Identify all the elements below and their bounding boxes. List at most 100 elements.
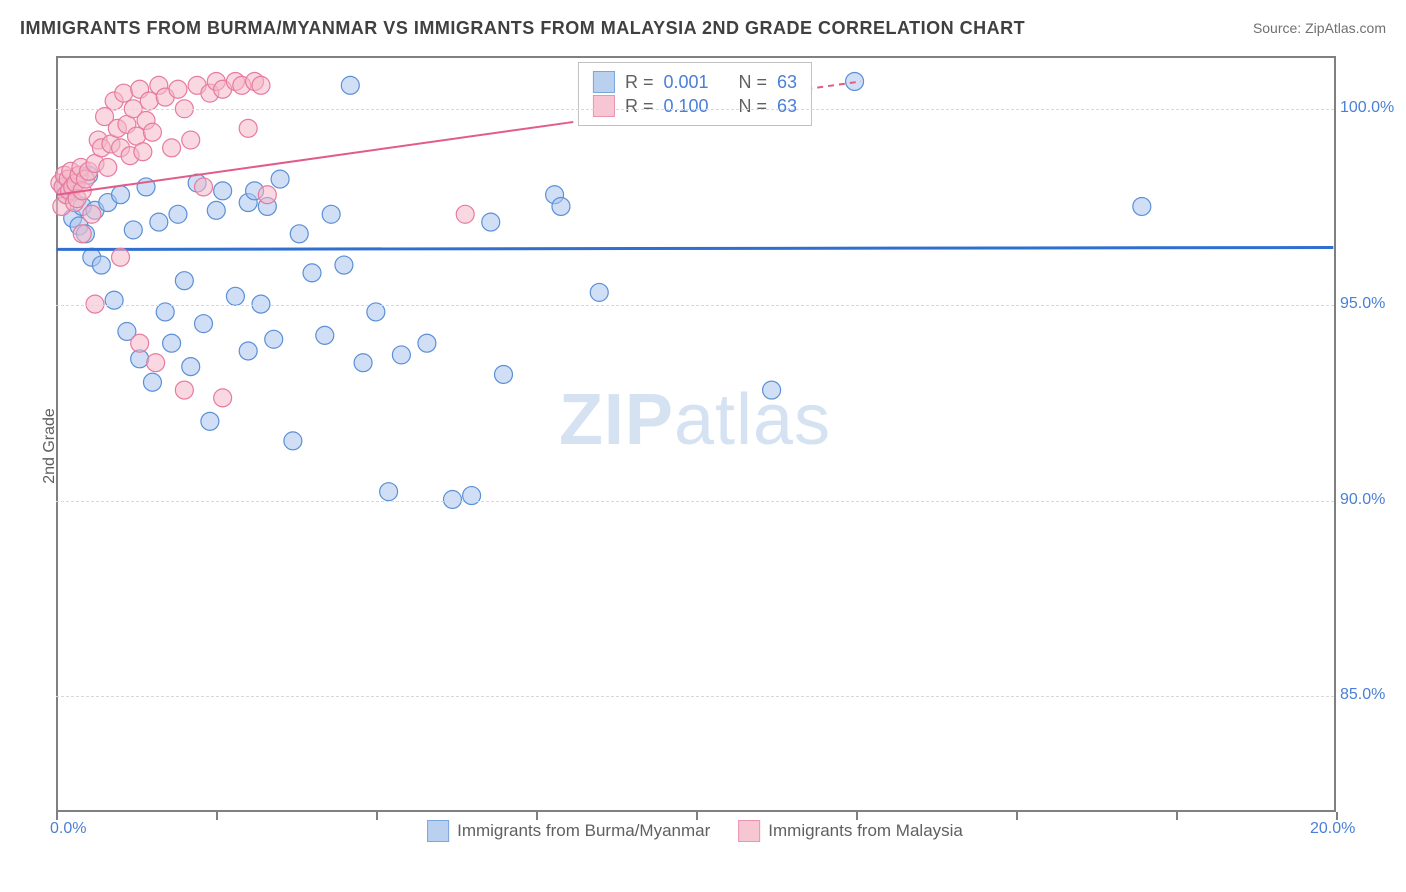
- scatter-point: [140, 92, 158, 110]
- scatter-point: [124, 221, 142, 239]
- scatter-point: [169, 80, 187, 98]
- x-tick-label: 20.0%: [1310, 820, 1355, 838]
- legend-item-malaysia: Immigrants from Malaysia: [738, 820, 963, 842]
- scatter-point: [112, 186, 130, 204]
- swatch-burma: [593, 71, 615, 93]
- scatter-point: [214, 389, 232, 407]
- gridline: [56, 305, 1334, 306]
- scatter-point: [147, 354, 165, 372]
- x-tick-label: 0.0%: [50, 820, 86, 838]
- scatter-point: [258, 186, 276, 204]
- scatter-point: [303, 264, 321, 282]
- scatter-point: [163, 139, 181, 157]
- scatter-point: [252, 76, 270, 94]
- scatter-point: [418, 334, 436, 352]
- scatter-point: [341, 76, 359, 94]
- scatter-point: [380, 483, 398, 501]
- x-tick: [1016, 812, 1018, 820]
- x-tick: [56, 812, 58, 820]
- scatter-point: [175, 272, 193, 290]
- scatter-point: [316, 326, 334, 344]
- scatter-point: [482, 213, 500, 231]
- gridline: [56, 696, 1334, 697]
- series-name-burma: Immigrants from Burma/Myanmar: [457, 821, 710, 841]
- scatter-point: [150, 213, 168, 231]
- x-tick: [376, 812, 378, 820]
- scatter-point: [265, 330, 283, 348]
- n-value-malaysia: 63: [777, 96, 797, 117]
- y-tick-label: 100.0%: [1340, 99, 1396, 117]
- chart-title: IMMIGRANTS FROM BURMA/MYANMAR VS IMMIGRA…: [20, 18, 1025, 39]
- scatter-point: [354, 354, 372, 372]
- scatter-point: [83, 205, 101, 223]
- x-tick: [856, 812, 858, 820]
- x-tick: [536, 812, 538, 820]
- scatter-svg: [56, 58, 1334, 812]
- r-value-burma: 0.001: [663, 72, 708, 93]
- series-legend: Immigrants from Burma/Myanmar Immigrants…: [427, 820, 963, 842]
- chart-container: IMMIGRANTS FROM BURMA/MYANMAR VS IMMIGRA…: [0, 0, 1406, 892]
- scatter-point: [201, 412, 219, 430]
- scatter-point: [195, 178, 213, 196]
- scatter-point: [131, 334, 149, 352]
- scatter-point: [463, 487, 481, 505]
- scatter-point: [239, 342, 257, 360]
- y-tick-label: 85.0%: [1340, 686, 1396, 704]
- scatter-point: [105, 291, 123, 309]
- scatter-point: [335, 256, 353, 274]
- r-label: R =: [625, 72, 654, 93]
- scatter-point: [495, 365, 513, 383]
- x-tick: [216, 812, 218, 820]
- n-label: N =: [739, 96, 768, 117]
- swatch-malaysia: [593, 95, 615, 117]
- y-tick-label: 95.0%: [1340, 295, 1396, 313]
- scatter-point: [590, 283, 608, 301]
- scatter-point: [552, 197, 570, 215]
- scatter-point: [182, 131, 200, 149]
- gridline: [56, 109, 1334, 110]
- n-label: N =: [739, 72, 768, 93]
- scatter-point: [134, 143, 152, 161]
- swatch-burma-icon: [427, 820, 449, 842]
- trend-line: [57, 247, 1334, 249]
- scatter-point: [92, 256, 110, 274]
- scatter-point: [115, 84, 133, 102]
- scatter-point: [322, 205, 340, 223]
- scatter-point: [284, 432, 302, 450]
- scatter-point: [169, 205, 187, 223]
- scatter-point: [143, 123, 161, 141]
- scatter-point: [226, 287, 244, 305]
- scatter-point: [290, 225, 308, 243]
- y-tick-label: 90.0%: [1340, 491, 1396, 509]
- scatter-point: [392, 346, 410, 364]
- x-tick: [1176, 812, 1178, 820]
- source-attribution: Source: ZipAtlas.com: [1253, 20, 1386, 36]
- y-axis-label: 2nd Grade: [41, 408, 59, 484]
- scatter-point: [1133, 197, 1151, 215]
- scatter-point: [99, 158, 117, 176]
- series-name-malaysia: Immigrants from Malaysia: [768, 821, 963, 841]
- scatter-point: [207, 201, 225, 219]
- stats-row-malaysia: R = 0.100 N = 63: [593, 95, 797, 117]
- scatter-point: [182, 358, 200, 376]
- scatter-point: [163, 334, 181, 352]
- x-tick: [1336, 812, 1338, 820]
- scatter-point: [763, 381, 781, 399]
- scatter-point: [443, 490, 461, 508]
- swatch-malaysia-icon: [738, 820, 760, 842]
- n-value-burma: 63: [777, 72, 797, 93]
- scatter-point: [214, 182, 232, 200]
- x-tick: [696, 812, 698, 820]
- gridline: [56, 501, 1334, 502]
- scatter-point: [175, 381, 193, 399]
- scatter-point: [143, 373, 161, 391]
- scatter-point: [239, 119, 257, 137]
- plot-area: ZIPatlas R = 0.001 N = 63 R = 0.100 N = …: [56, 56, 1336, 812]
- scatter-point: [456, 205, 474, 223]
- scatter-point: [195, 315, 213, 333]
- r-label: R =: [625, 96, 654, 117]
- scatter-point: [271, 170, 289, 188]
- scatter-point: [112, 248, 130, 266]
- stats-row-burma: R = 0.001 N = 63: [593, 71, 797, 93]
- scatter-point: [73, 225, 91, 243]
